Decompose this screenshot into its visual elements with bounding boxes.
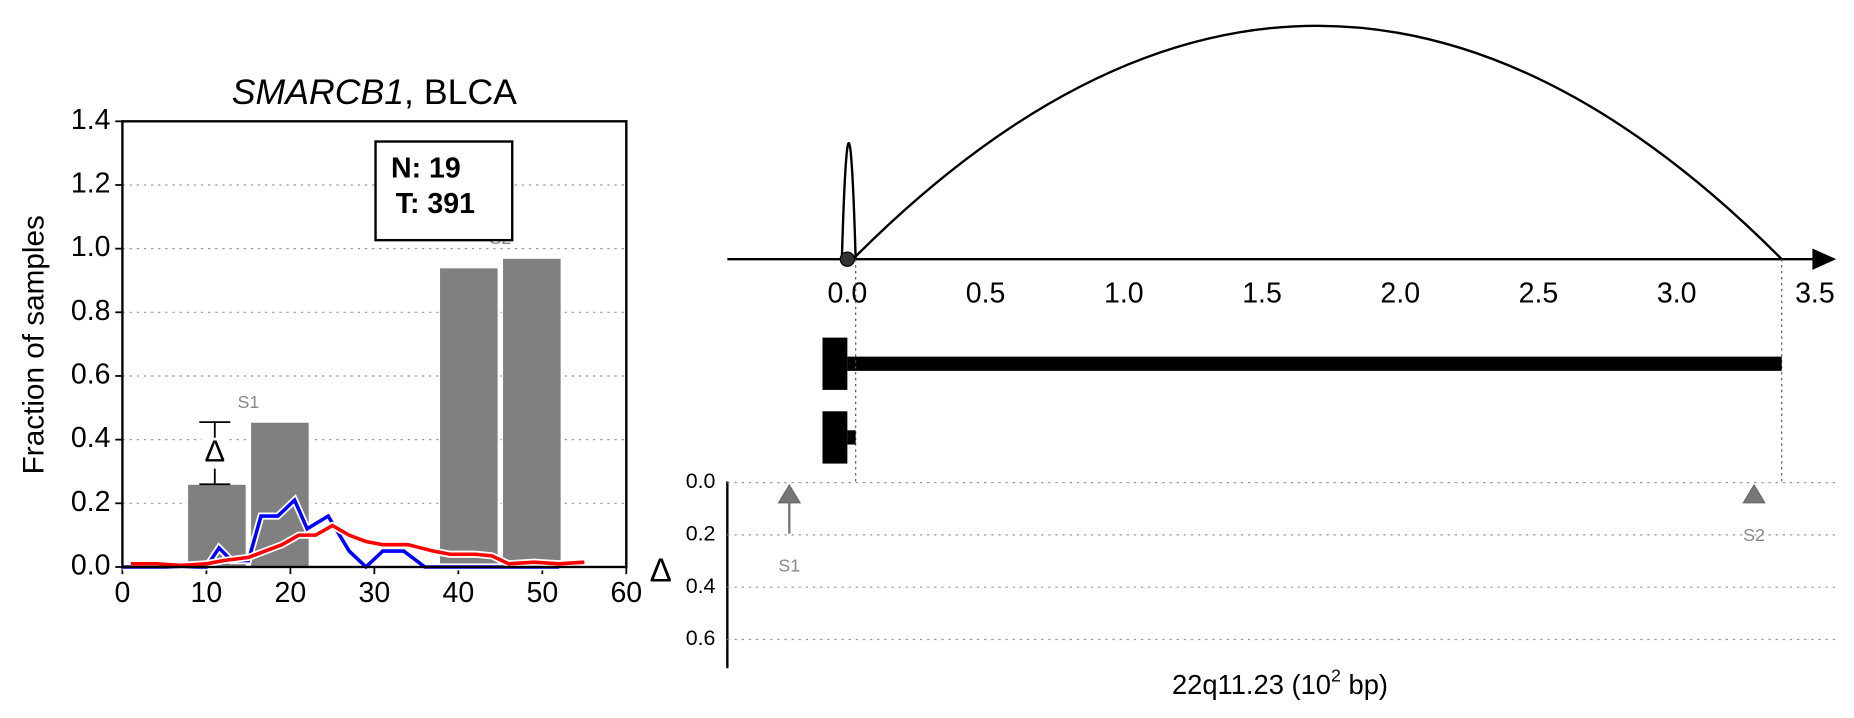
y-tick-label: 0.4 <box>71 422 111 454</box>
x-tick-label: 0 <box>114 577 130 609</box>
data-line <box>122 497 560 570</box>
y-tick-label: 0.2 <box>71 486 111 518</box>
arc <box>852 24 1783 261</box>
x-tick-label: 20 <box>275 577 307 609</box>
x-tick-label: 10 <box>191 577 223 609</box>
x-tick-label: 40 <box>442 577 474 609</box>
tumor-count: T: 391 <box>396 188 475 220</box>
arc <box>840 141 857 260</box>
x-tick-label: 2.5 <box>1519 277 1559 309</box>
x-tick-label: 0.5 <box>966 277 1006 309</box>
delta-bg <box>201 437 228 469</box>
delta-symbol: Δ <box>204 433 225 468</box>
delta-tick-label: 0.0 <box>686 469 716 493</box>
x-tick-label: 1.5 <box>1242 277 1282 309</box>
y-tick-label: 1.2 <box>71 168 111 200</box>
plot-frame <box>121 120 628 569</box>
x-tick-label: 0.0 <box>828 277 868 309</box>
delta-tick-label: 0.2 <box>686 522 716 546</box>
anchor-point <box>839 251 856 267</box>
marker-label: S1 <box>778 556 800 576</box>
data-line <box>130 523 585 568</box>
x-tick-label: 2.0 <box>1380 277 1420 309</box>
transcript-block <box>822 411 848 464</box>
y-tick-label: 1.0 <box>71 231 111 263</box>
xlabel-sup: 2 <box>1331 665 1341 685</box>
x-tick-label: 3.0 <box>1657 277 1697 309</box>
delta-tick-label: 0.4 <box>686 574 716 598</box>
count-box <box>374 140 514 242</box>
delta-axis-label: Δ <box>650 553 672 590</box>
y-tick-label: 1.4 <box>71 104 111 136</box>
axis-arrow <box>1812 248 1837 270</box>
y-tick-label: 0.6 <box>71 359 111 391</box>
xlabel-tail: bp) <box>1341 669 1388 700</box>
marker <box>1742 483 1766 504</box>
transcript-body <box>847 356 1782 371</box>
transcript-block <box>822 337 848 390</box>
chart-title: SMARCB1, BLCA <box>232 73 517 113</box>
title-gene: SMARCB1 <box>232 73 404 113</box>
transcript-body <box>847 430 856 445</box>
y-axis-label: Fraction of samples <box>17 215 50 474</box>
x-tick-label: 30 <box>359 577 391 609</box>
title-rest: , BLCA <box>404 73 517 113</box>
x-tick-label: 3.5 <box>1795 277 1835 309</box>
marker <box>777 483 802 504</box>
bar <box>501 257 562 568</box>
x-tick-label: 1.0 <box>1104 277 1144 309</box>
x-axis-label: 22q11.23 (102 bp) <box>1172 665 1388 700</box>
y-tick-label: 0.8 <box>71 295 111 327</box>
xlabel-text: 22q11.23 (10 <box>1172 669 1331 700</box>
x-tick-label: 60 <box>610 577 642 609</box>
group-label: S1 <box>237 392 259 412</box>
delta-tick-label: 0.6 <box>686 626 716 650</box>
normal-count: N: 19 <box>391 153 461 185</box>
y-tick-label: 0.0 <box>71 550 111 582</box>
x-tick-label: 50 <box>526 577 558 609</box>
marker-label: S2 <box>1743 525 1765 545</box>
bar <box>438 267 499 568</box>
